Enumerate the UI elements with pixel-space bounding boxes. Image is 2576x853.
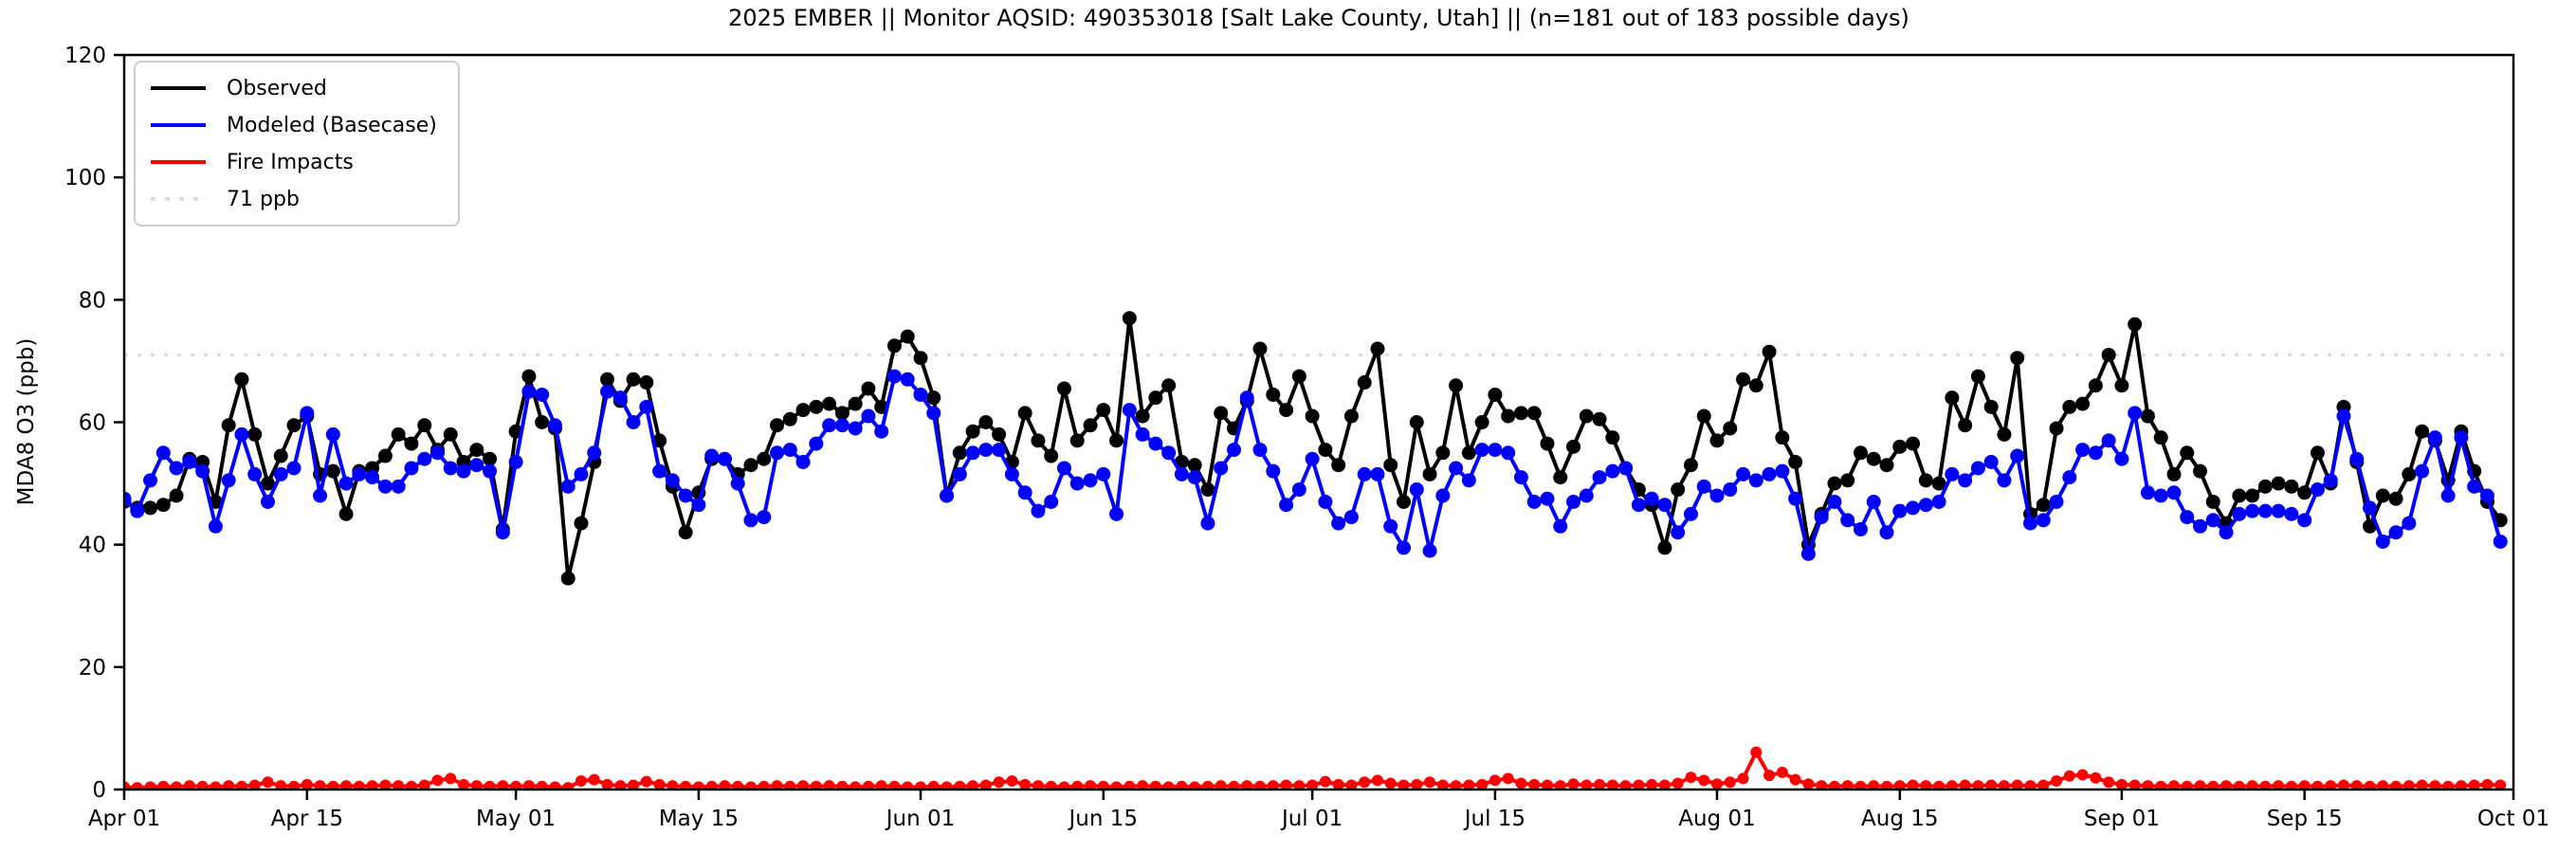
series-fire-impacts bbox=[124, 746, 2507, 789]
y-tick-label: 0 bbox=[92, 778, 106, 803]
y-tick-label: 80 bbox=[79, 288, 106, 313]
x-tick-label: May 01 bbox=[476, 807, 556, 831]
legend-item-modeled: Modeled (Basecase) bbox=[151, 111, 437, 139]
x-tick-label: Sep 01 bbox=[2084, 807, 2160, 831]
x-tick-label: Sep 15 bbox=[2267, 807, 2343, 831]
legend-item-fire-impacts: Fire Impacts bbox=[151, 148, 437, 176]
threshold-dotted-line-icon bbox=[151, 197, 206, 201]
y-tick-label: 40 bbox=[79, 534, 106, 558]
fire-impacts-line-icon bbox=[151, 160, 206, 164]
observed-line-icon bbox=[151, 86, 206, 90]
legend-label: Modeled (Basecase) bbox=[227, 113, 437, 137]
x-tick-label: Apr 01 bbox=[88, 807, 160, 831]
legend-item-threshold: 71 ppb bbox=[151, 185, 437, 213]
y-tick-label: 100 bbox=[64, 166, 106, 191]
series-modeled-basecase bbox=[124, 369, 2508, 561]
y-tick-label: 60 bbox=[79, 411, 106, 436]
x-tick-label: Aug 15 bbox=[1861, 807, 1939, 831]
x-tick-label: Jun 15 bbox=[1068, 807, 1139, 831]
x-tick-label: Oct 01 bbox=[2477, 807, 2549, 831]
y-tick-label: 120 bbox=[64, 44, 106, 68]
y-tick-label: 20 bbox=[79, 656, 106, 681]
chart-title: 2025 EMBER || Monitor AQSID: 490353018 [… bbox=[728, 5, 1909, 31]
legend: Observed Modeled (Basecase) Fire Impacts… bbox=[134, 61, 460, 227]
modeled-line-icon bbox=[151, 123, 206, 127]
legend-item-observed: Observed bbox=[151, 74, 437, 102]
legend-label: Fire Impacts bbox=[227, 150, 354, 174]
x-tick-label: Aug 01 bbox=[1678, 807, 1756, 831]
legend-label: 71 ppb bbox=[227, 187, 300, 211]
x-tick-label: Jul 01 bbox=[1280, 807, 1343, 831]
series-observed bbox=[124, 311, 2508, 586]
x-tick-label: Jul 15 bbox=[1463, 807, 1526, 831]
x-tick-label: Apr 15 bbox=[271, 807, 343, 831]
axes-frame bbox=[122, 53, 2515, 791]
legend-label: Observed bbox=[227, 76, 327, 100]
x-tick-label: Jun 01 bbox=[885, 807, 956, 831]
x-tick-label: May 15 bbox=[659, 807, 739, 831]
